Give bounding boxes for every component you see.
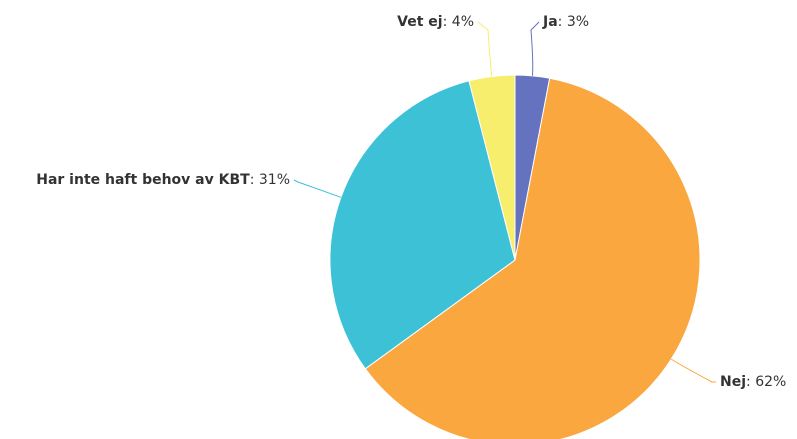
pie-slice xyxy=(468,74,516,261)
label-separator: : xyxy=(250,172,259,188)
data-label: Vet ej: 4% xyxy=(397,14,474,30)
label-value: 31% xyxy=(259,172,290,188)
label-value: 4% xyxy=(452,14,474,30)
data-label: Ja: 3% xyxy=(542,14,589,30)
leader-line xyxy=(293,179,342,198)
data-label: Har inte haft behov av KBT: 31% xyxy=(36,172,290,188)
leader-line xyxy=(530,21,540,76)
label-name: Vet ej xyxy=(397,14,442,30)
label-name: Ja xyxy=(542,14,558,30)
label-name: Nej xyxy=(720,374,746,390)
label-value: 3% xyxy=(567,14,589,30)
label-separator: : xyxy=(746,374,755,390)
label-separator: : xyxy=(443,14,452,30)
leader-line xyxy=(670,358,716,383)
label-name: Har inte haft behov av KBT xyxy=(36,172,250,188)
label-separator: : xyxy=(558,14,567,30)
pie-slice xyxy=(329,80,516,370)
leader-line xyxy=(477,21,493,77)
label-value: 62% xyxy=(755,374,786,390)
data-label: Nej: 62% xyxy=(720,374,786,390)
